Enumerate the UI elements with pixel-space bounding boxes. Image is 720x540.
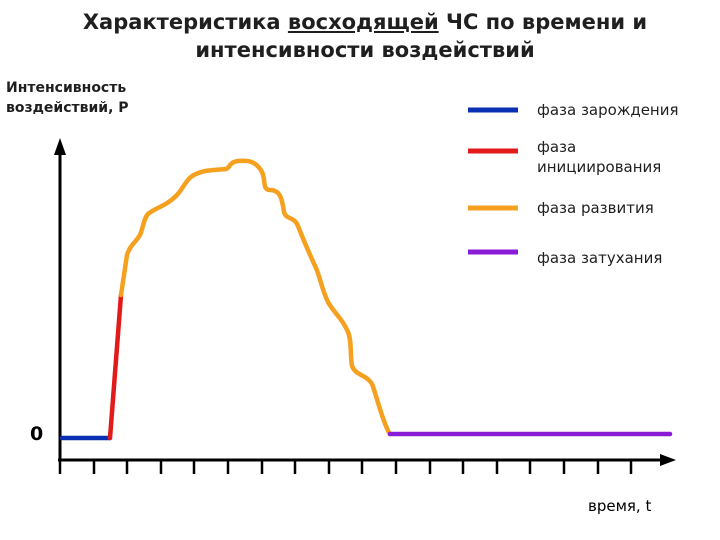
y-axis-arrow — [54, 138, 66, 155]
legend-label-origin: фаза зарождения — [537, 101, 679, 119]
phase-development-curve — [118, 158, 393, 437]
origin-label: 0 — [30, 423, 44, 445]
y-axis-label-line-1: Интенсивность — [6, 80, 127, 96]
x-axis-ticks — [58, 460, 633, 474]
title-line-2: интенсивности воздействий — [195, 38, 535, 62]
phase-initiation-line — [107, 292, 124, 441]
x-axis-label: время, t — [588, 497, 652, 515]
legend-label-initiation-line-1: фаза — [537, 138, 577, 156]
x-axis-arrow — [660, 454, 676, 466]
y-axis-label-line-2: воздействий, P — [6, 100, 129, 116]
legend-label-development: фаза развития — [537, 199, 654, 217]
title-part-2: ЧС по времени и — [438, 10, 648, 34]
diagram-title: Характеристика восходящей ЧС по времени … — [40, 8, 690, 64]
y-axis-label: Интенсивность воздействий, P — [6, 78, 129, 118]
title-part-1: Характеристика — [82, 10, 288, 34]
legend-label-initiation: фаза инициирования — [537, 137, 661, 177]
legend-label-decay: фаза затухания — [537, 249, 663, 267]
title-underlined-word: восходящей — [287, 10, 439, 34]
legend-label-initiation-line-2: инициирования — [537, 158, 662, 176]
